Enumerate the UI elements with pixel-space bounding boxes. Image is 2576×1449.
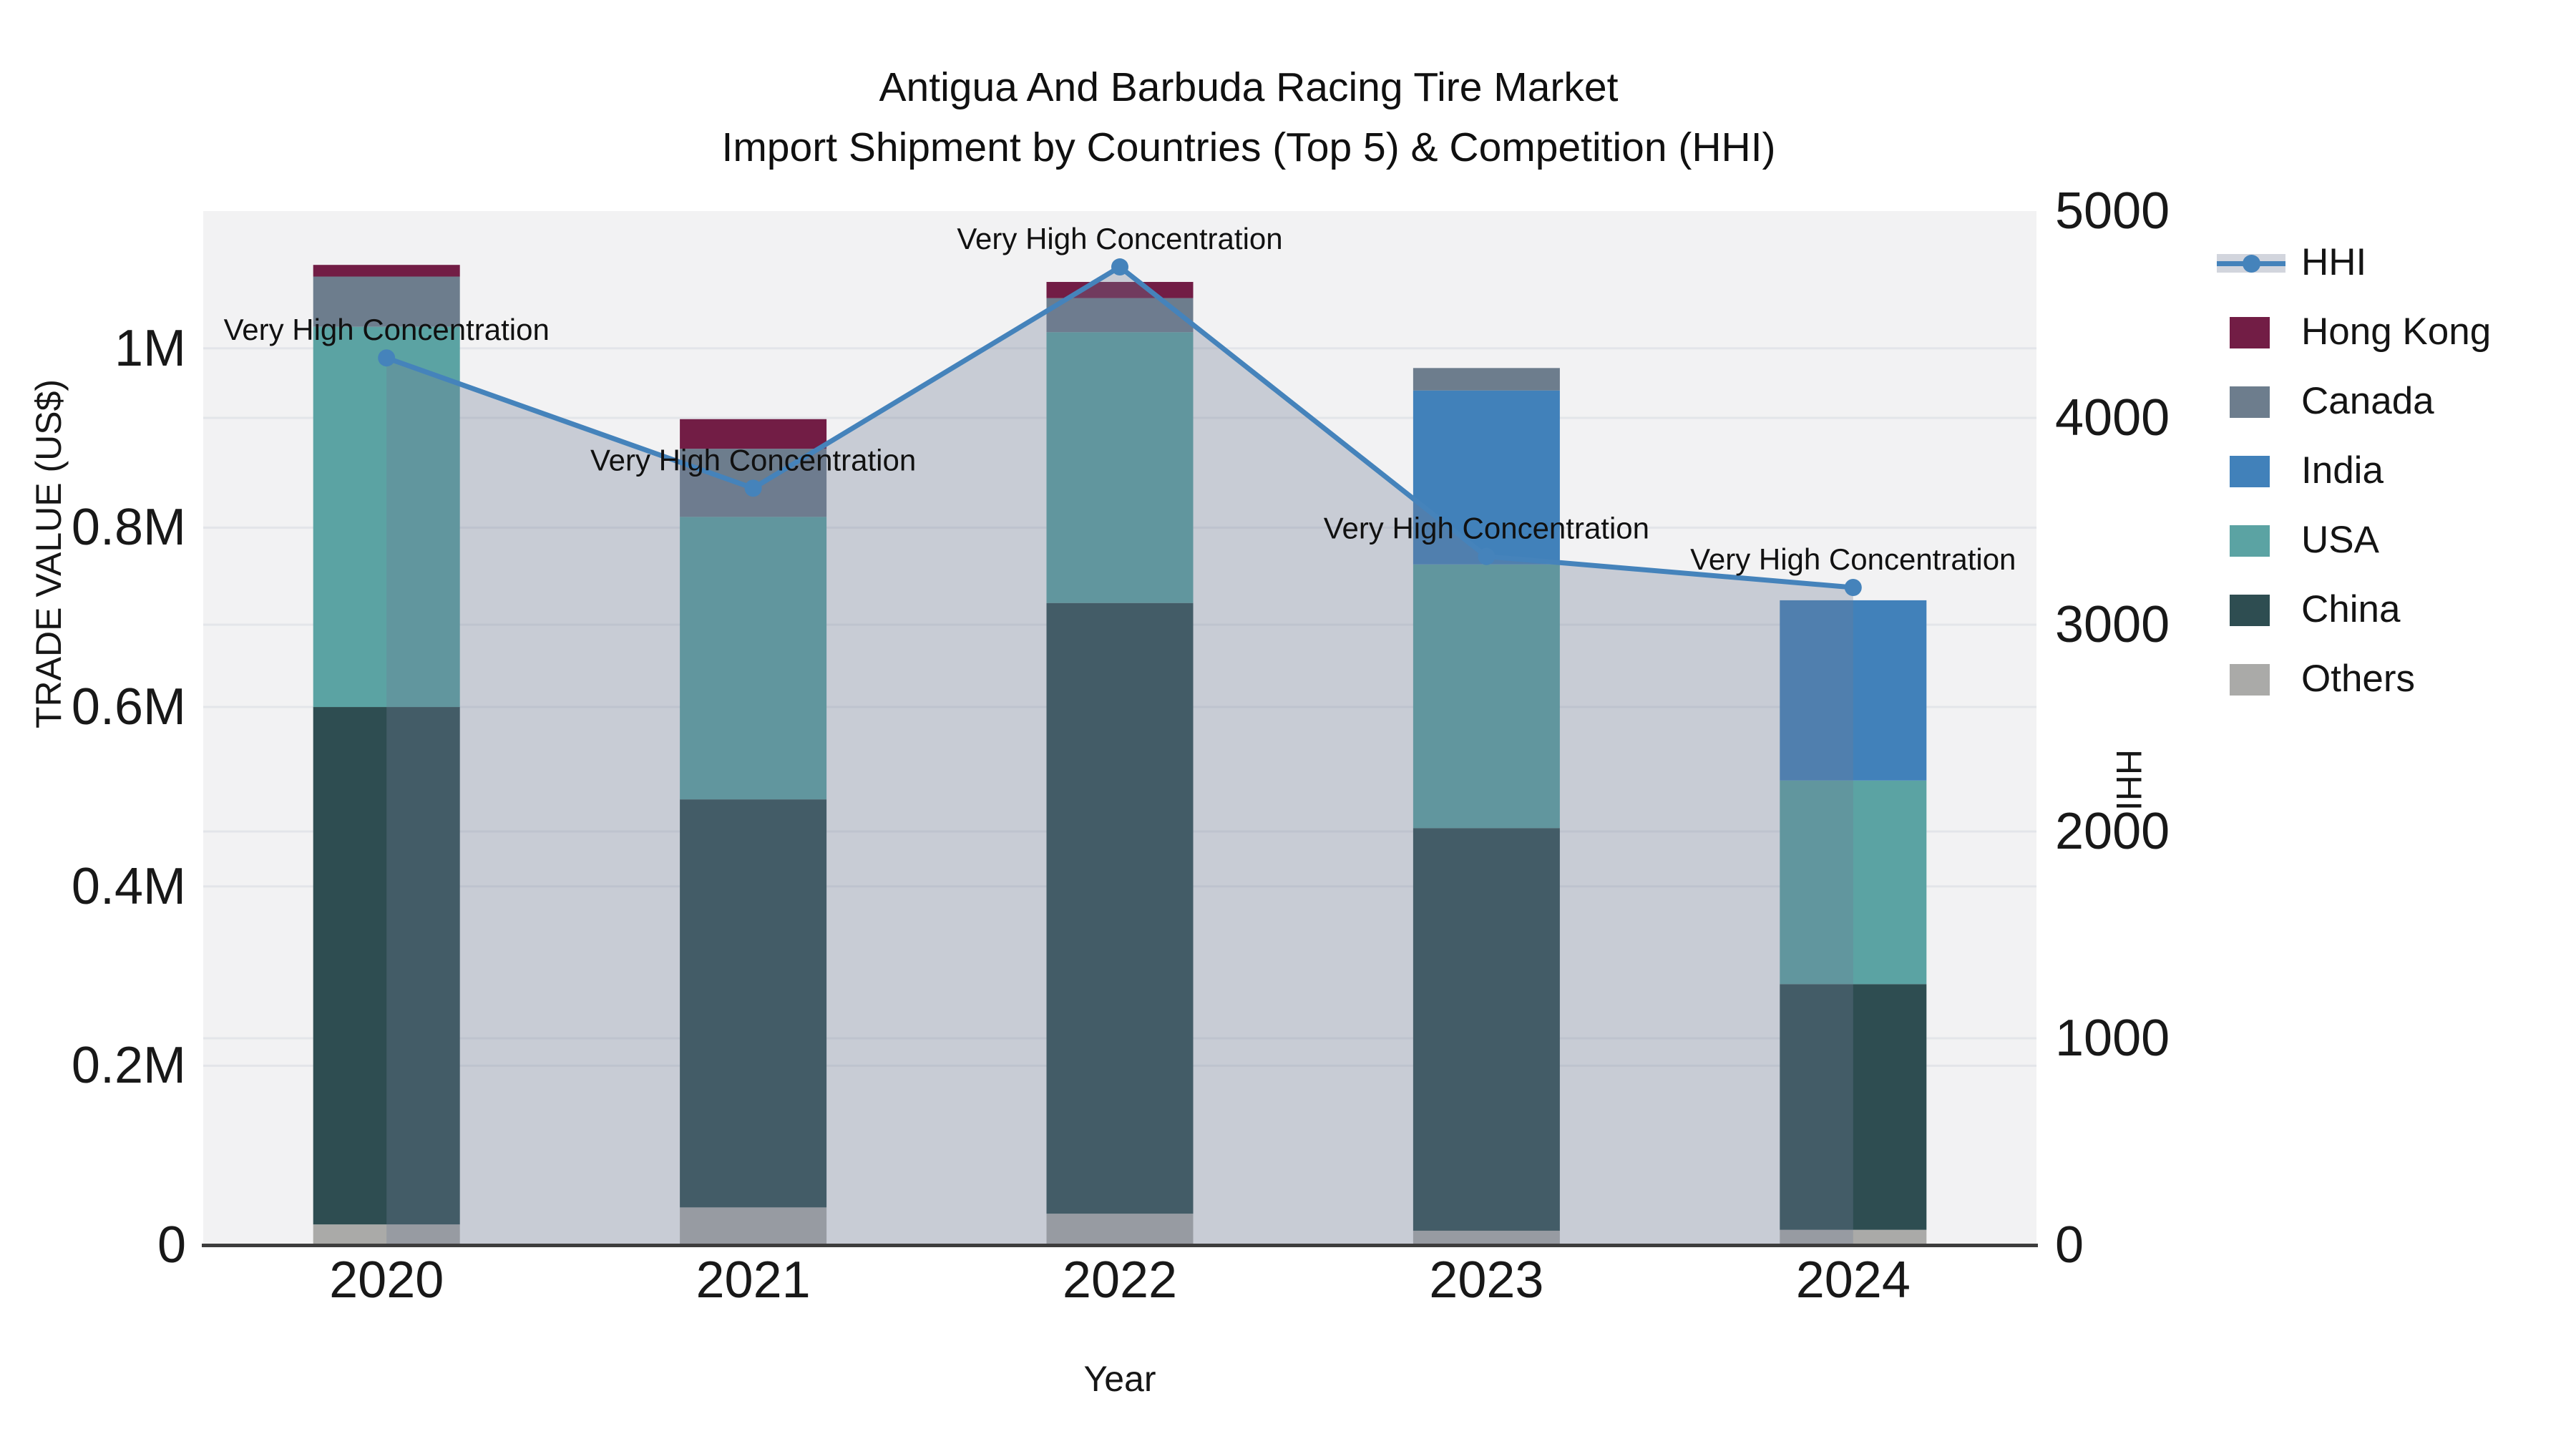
plot-area: Very High Concentration Very High Concent…	[203, 222, 2036, 1245]
legend-label: Others	[2301, 658, 2416, 700]
legend-swatch-icon	[2217, 316, 2285, 348]
y-axis-left-title: TRADE VALUE (US$)	[29, 379, 69, 728]
y-left-tick-0.4M: 0.4M	[71, 857, 186, 915]
legend-item-china[interactable]: China	[2217, 575, 2491, 644]
bar-segment-india-2023[interactable]	[1413, 390, 1560, 565]
annotation-2023: Very High Concentration	[1324, 512, 1649, 545]
legend-item-hhi[interactable]: HHI	[2217, 228, 2491, 297]
bar-segment-china-2021[interactable]	[680, 799, 827, 1208]
bar-segment-usa-2022[interactable]	[1046, 332, 1194, 603]
legend-swatch-icon	[2217, 663, 2285, 696]
legend-label: Hong Kong	[2301, 311, 2492, 353]
bar-segment-hong-kong-2021[interactable]	[680, 419, 827, 449]
y-left-tick-1M: 1M	[114, 319, 186, 377]
y-left-tick-0.6M: 0.6M	[71, 678, 186, 736]
legend-swatch-icon	[2217, 454, 2285, 487]
x-tick-2020: 2020	[329, 1252, 444, 1309]
bar-segment-canada-2023[interactable]	[1413, 368, 1560, 391]
hhi-point-2021[interactable]	[744, 479, 762, 497]
legend: HHI Hong Kong Canada India USA China Others	[2217, 228, 2491, 713]
legend-swatch-icon	[2217, 524, 2285, 557]
y-right-tick-0: 0	[2055, 1216, 2084, 1274]
hhi-point-2024[interactable]	[1844, 578, 1862, 596]
chart-title-line1: Antigua And Barbuda Racing Tire Market	[879, 64, 1619, 110]
legend-swatch	[2230, 594, 2270, 626]
hhi-point-2020[interactable]	[378, 349, 396, 367]
y-axis-right-title: HHI	[2109, 749, 2149, 811]
hhi-point-2023[interactable]	[1478, 547, 1496, 565]
hhi-line-icon	[2217, 246, 2285, 279]
bar-segment-others-2022[interactable]	[1046, 1214, 1194, 1245]
bar-segment-usa-2023[interactable]	[1413, 564, 1560, 829]
legend-item-canada[interactable]: Canada	[2217, 366, 2491, 436]
x-axis-line	[202, 1244, 2038, 1247]
bar-segment-china-2023[interactable]	[1413, 828, 1560, 1231]
bar-segment-hong-kong-2020[interactable]	[313, 265, 460, 277]
legend-swatch-icon	[2217, 593, 2285, 626]
hhi-dotbit	[2243, 254, 2260, 273]
legend-swatch	[2230, 525, 2270, 557]
annotation-2022: Very High Concentration	[957, 222, 1282, 255]
x-axis-title: Year	[1083, 1359, 1156, 1399]
legend-label: India	[2301, 449, 2384, 492]
x-tick-2022: 2022	[1062, 1252, 1178, 1309]
y-left-tick-0: 0	[157, 1216, 186, 1274]
x-tick-2024: 2024	[1795, 1252, 1911, 1309]
bar-segment-usa-2020[interactable]	[313, 326, 460, 708]
chart-title: Antigua And Barbuda Racing Tire Market I…	[721, 57, 1775, 177]
legend-label: China	[2301, 588, 2401, 630]
annotation-2024: Very High Concentration	[1690, 542, 2016, 576]
y-right-tick-1000: 1000	[2055, 1010, 2170, 1067]
annotation-2021: Very High Concentration	[590, 443, 916, 477]
bar-segment-others-2024[interactable]	[1780, 1229, 1927, 1245]
legend-item-india[interactable]: India	[2217, 436, 2491, 505]
annotation-2020: Very High Concentration	[224, 313, 550, 346]
legend-label: Canada	[2301, 380, 2434, 422]
legend-swatch	[2230, 386, 2270, 418]
bar-segment-others-2021[interactable]	[680, 1207, 827, 1245]
hhi-point-2022[interactable]	[1111, 258, 1128, 276]
bar-segment-others-2020[interactable]	[313, 1224, 460, 1245]
bar-segment-china-2024[interactable]	[1780, 984, 1927, 1230]
bar-segment-usa-2021[interactable]	[680, 517, 827, 800]
bar-segment-others-2023[interactable]	[1413, 1230, 1560, 1245]
y-right-tick-2000: 2000	[2055, 803, 2170, 860]
legend-swatch	[2230, 455, 2270, 487]
bar-segment-usa-2024[interactable]	[1780, 780, 1927, 985]
legend-swatch-icon	[2217, 385, 2285, 418]
y-right-tick-5000: 5000	[2055, 182, 2170, 240]
bar-segment-india-2024[interactable]	[1780, 600, 1927, 781]
legend-label: HHI	[2301, 241, 2367, 283]
x-tick-2023: 2023	[1429, 1252, 1544, 1309]
y-right-tick-3000: 3000	[2055, 596, 2170, 653]
chart-title-line2: Import Shipment by Countries (Top 5) & C…	[721, 125, 1776, 170]
y-right-tick-4000: 4000	[2055, 389, 2170, 447]
legend-swatch	[2230, 316, 2270, 348]
x-tick-2021: 2021	[696, 1252, 811, 1309]
hhi-area-fill	[386, 267, 1853, 1245]
y-left-tick-0.2M: 0.2M	[71, 1037, 186, 1095]
y-left-tick-0.8M: 0.8M	[71, 499, 186, 557]
legend-item-usa[interactable]: USA	[2217, 505, 2491, 575]
bar-segment-china-2022[interactable]	[1046, 602, 1194, 1214]
bar-segment-canada-2020[interactable]	[313, 276, 460, 327]
legend-item-hong-kong[interactable]: Hong Kong	[2217, 297, 2491, 366]
bar-segment-china-2020[interactable]	[313, 707, 460, 1225]
legend-label: USA	[2301, 519, 2379, 561]
legend-swatch	[2230, 663, 2270, 696]
legend-item-others[interactable]: Others	[2217, 644, 2491, 713]
